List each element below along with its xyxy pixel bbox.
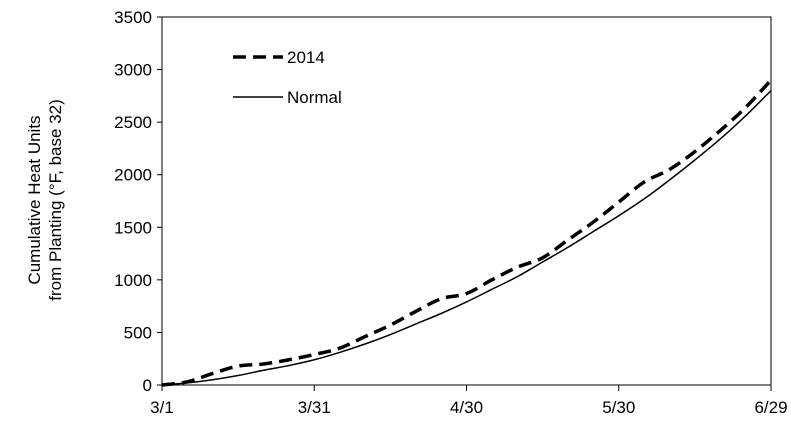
y-tick-label: 1000 [114,271,152,290]
y-tick-label: 3500 [114,8,152,27]
series-line-normal [161,90,772,386]
x-tick-label: 4/30 [450,398,483,417]
x-tick-label: 5/30 [602,398,635,417]
series-line-2014 [161,78,773,387]
y-axis: 0 500 1000 1500 2000 2500 3000 3500 [114,8,162,395]
plot-area [161,16,772,386]
legend-label-2014: 2014 [287,48,325,67]
y-tick-label: 1500 [114,218,152,237]
legend-label-normal: Normal [287,88,342,107]
y-tick-label: 3000 [114,61,152,80]
y-axis-title-line-1: Cumulative Heat Units [25,115,44,284]
y-tick-label: 500 [124,323,152,342]
x-tick-label: 6/29 [754,398,787,417]
legend: 2014 Normal [233,48,342,107]
series-layer [161,78,773,387]
y-tick-label: 2000 [114,166,152,185]
x-tick-label: 3/31 [298,398,331,417]
y-axis-title-line-2: from Planting (°F, base 32) [46,99,65,300]
y-tick-label: 2500 [114,113,152,132]
x-axis: 3/1 3/31 4/30 5/30 6/29 [150,385,788,417]
plot-border [161,16,772,386]
y-tick-label: 0 [143,376,152,395]
x-tick-label: 3/1 [150,398,174,417]
y-axis-title: Cumulative Heat Units from Planting (°F,… [25,99,65,300]
